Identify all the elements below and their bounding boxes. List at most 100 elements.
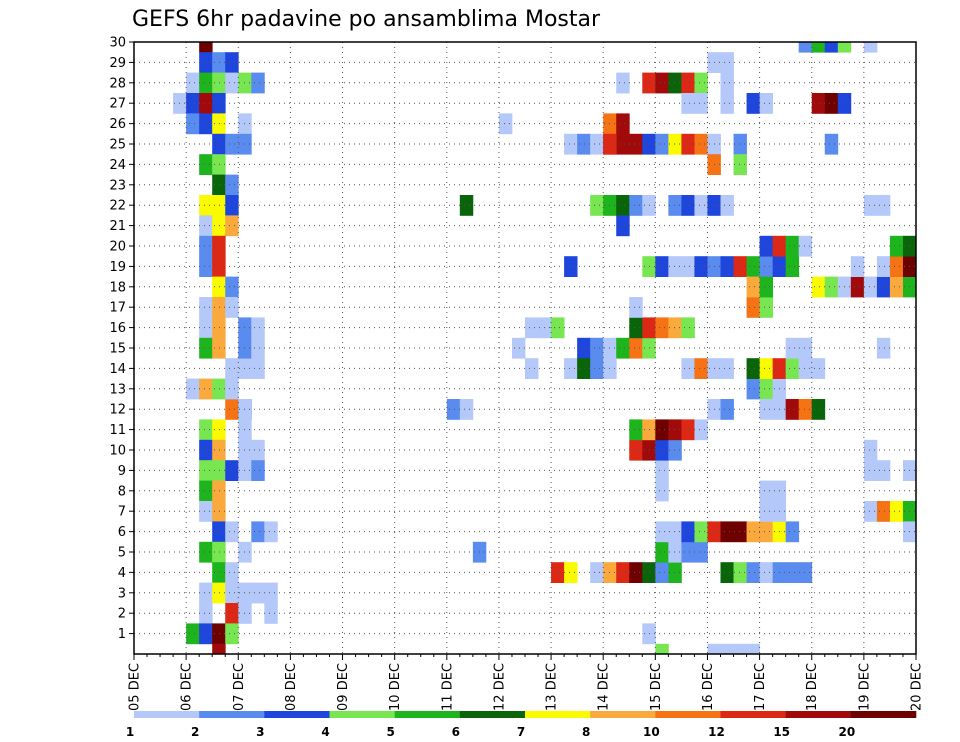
heatmap-cell bbox=[668, 317, 682, 339]
heatmap-cell bbox=[655, 133, 669, 155]
heatmap-cell bbox=[863, 460, 878, 481]
heatmap-cell bbox=[785, 337, 800, 359]
heatmap-cell bbox=[746, 562, 760, 583]
heatmap-cell bbox=[824, 133, 839, 155]
heatmap-cell bbox=[225, 195, 239, 216]
legend-swatch bbox=[459, 711, 526, 718]
heatmap-cell bbox=[863, 501, 878, 522]
heatmap-cell bbox=[668, 541, 682, 563]
heatmap-cell bbox=[498, 113, 513, 135]
heatmap-cell bbox=[590, 562, 604, 583]
heatmap-cell bbox=[199, 215, 213, 237]
heatmap-cell bbox=[616, 337, 630, 359]
legend-swatch bbox=[394, 711, 461, 718]
heatmap-cell bbox=[212, 623, 226, 645]
heatmap-cell bbox=[655, 460, 669, 481]
heatmap-cell bbox=[186, 93, 200, 114]
heatmap-cell bbox=[733, 521, 747, 543]
heatmap-cell bbox=[811, 276, 826, 298]
heatmap-cell bbox=[199, 337, 213, 359]
heatmap-cell bbox=[251, 72, 265, 94]
heatmap-cell bbox=[668, 419, 682, 441]
heatmap-cell bbox=[199, 256, 213, 277]
heatmap-cell bbox=[199, 623, 213, 645]
heatmap-cell bbox=[199, 235, 213, 257]
x-tick-label: 20 DEC bbox=[910, 663, 925, 711]
heatmap-cell bbox=[733, 562, 747, 583]
legend-label: 1 bbox=[126, 725, 134, 739]
heatmap-cell bbox=[720, 521, 734, 543]
heatmap-cell bbox=[720, 562, 734, 583]
heatmap-cell bbox=[225, 215, 239, 237]
heatmap-cell bbox=[694, 541, 708, 563]
heatmap-cell bbox=[863, 439, 878, 461]
heatmap-cell bbox=[759, 256, 774, 277]
heatmap-cell bbox=[616, 195, 630, 216]
heatmap-cell bbox=[186, 378, 200, 400]
heatmap-cell bbox=[199, 93, 213, 114]
heatmap-cell bbox=[655, 521, 669, 543]
heatmap-cell bbox=[511, 337, 526, 359]
heatmap-cell bbox=[199, 113, 213, 135]
heatmap-cell bbox=[876, 256, 891, 277]
heatmap-cell bbox=[694, 133, 708, 155]
heatmap-cell bbox=[225, 358, 239, 379]
heatmap-cell bbox=[694, 195, 708, 216]
legend-label: 2 bbox=[191, 725, 199, 739]
heatmap-cell bbox=[551, 562, 565, 583]
legend-label: 20 bbox=[838, 725, 855, 739]
legend-swatch bbox=[655, 711, 721, 718]
heatmap-cell bbox=[564, 133, 578, 155]
heatmap-cell bbox=[733, 256, 747, 277]
heatmap-cell bbox=[694, 521, 708, 543]
y-tick-label: 8 bbox=[118, 484, 126, 499]
heatmap-cell bbox=[655, 72, 669, 94]
y-tick-label: 13 bbox=[109, 382, 126, 397]
heatmap-cell bbox=[759, 235, 774, 257]
heatmap-cell bbox=[212, 276, 226, 298]
heatmap-cell bbox=[720, 52, 734, 73]
heatmap-cell bbox=[577, 358, 591, 379]
heatmap-cell bbox=[668, 562, 682, 583]
heatmap-cell bbox=[629, 195, 643, 216]
heatmap-cell bbox=[876, 195, 891, 216]
y-tick-label: 17 bbox=[109, 301, 126, 316]
heatmap-cell bbox=[733, 154, 747, 175]
heatmap-cell bbox=[199, 72, 213, 94]
heatmap-cell bbox=[459, 399, 474, 420]
x-tick-label: 09 DEC bbox=[336, 663, 351, 711]
heatmap-cell bbox=[212, 113, 226, 135]
heatmap-cell bbox=[681, 133, 695, 155]
heatmap-cell bbox=[746, 297, 760, 318]
heatmap-cell bbox=[629, 337, 643, 359]
heatmap-cell bbox=[798, 358, 813, 379]
heatmap-cell bbox=[225, 582, 239, 604]
y-tick-label: 10 bbox=[109, 444, 126, 459]
heatmap-cell bbox=[655, 541, 669, 563]
y-tick-label: 19 bbox=[109, 260, 126, 275]
heatmap-cell bbox=[212, 174, 226, 196]
heatmap-cell bbox=[212, 72, 226, 94]
heatmap-cell bbox=[759, 480, 774, 502]
heatmap-cell bbox=[264, 582, 278, 604]
heatmap-cell bbox=[212, 480, 226, 502]
legend-swatch bbox=[134, 711, 200, 718]
y-tick-label: 18 bbox=[109, 280, 126, 295]
heatmap-cell bbox=[863, 195, 878, 216]
heatmap-cell bbox=[212, 235, 226, 257]
heatmap-cell bbox=[681, 256, 695, 277]
heatmap-cell bbox=[746, 643, 760, 655]
heatmap-cell bbox=[668, 195, 682, 216]
heatmap-cell bbox=[655, 480, 669, 502]
legend-label: 15 bbox=[773, 725, 790, 739]
heatmap-cell bbox=[212, 439, 226, 461]
heatmap-cell bbox=[199, 195, 213, 216]
heatmap-cell bbox=[759, 378, 774, 400]
y-tick-label: 21 bbox=[109, 219, 126, 234]
heatmap-cell bbox=[525, 358, 539, 379]
x-axis-ticks: 05 DEC 06 DEC 07 DEC 08 DEC 09 DEC 10 DEC 11 D… bbox=[128, 654, 925, 711]
heatmap-cell bbox=[681, 541, 695, 563]
heatmap-cell bbox=[681, 317, 695, 339]
heatmap-cell bbox=[720, 643, 734, 655]
heatmap-cell bbox=[199, 52, 213, 73]
